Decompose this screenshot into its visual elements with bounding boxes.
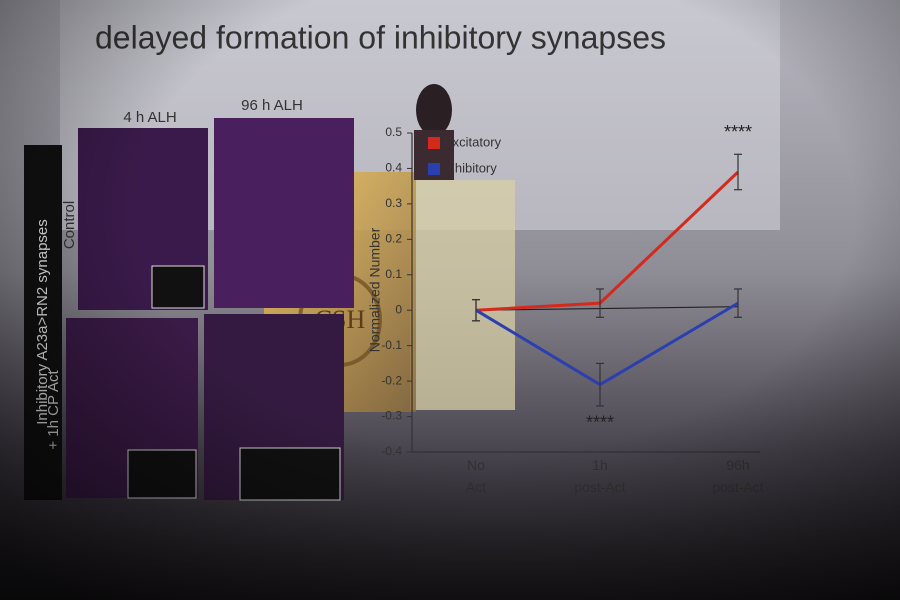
speaker — [416, 84, 452, 136]
y-tick-label: 0.1 — [385, 267, 402, 281]
slide-title: delayed formation of inhibitory synapses — [95, 19, 666, 55]
legend-swatch — [428, 163, 440, 175]
legend-label: Inhibitory — [444, 160, 497, 175]
y-tick-label: 0 — [395, 302, 402, 316]
inset — [151, 265, 205, 309]
panel — [214, 118, 354, 308]
y-tick-label: 0.2 — [385, 232, 402, 246]
annotation: **** — [724, 122, 752, 142]
column-label: 96 h ALH — [241, 97, 303, 114]
inset — [127, 449, 197, 499]
y-tick-label: -0.2 — [381, 373, 402, 387]
y-tick-label: 0.3 — [385, 196, 402, 210]
y-tick-label: -0.4 — [381, 444, 402, 458]
legend-swatch — [428, 137, 440, 149]
annotation: **** — [586, 412, 614, 432]
podium-side — [410, 180, 515, 410]
y-tick-label: 0.5 — [385, 125, 402, 139]
row-label: Control — [61, 201, 78, 249]
column-label: 4 h ALH — [123, 109, 176, 126]
side-label: Inhibitory A23a>RN2 synapses — [34, 219, 51, 425]
y-tick-label: 0.4 — [385, 161, 402, 175]
y-tick-label: -0.1 — [381, 338, 402, 352]
inset — [239, 447, 341, 501]
legend-label: Excitatory — [444, 134, 502, 149]
y-axis-label: Normalized Number — [367, 227, 383, 352]
y-tick-label: -0.3 — [381, 409, 402, 423]
